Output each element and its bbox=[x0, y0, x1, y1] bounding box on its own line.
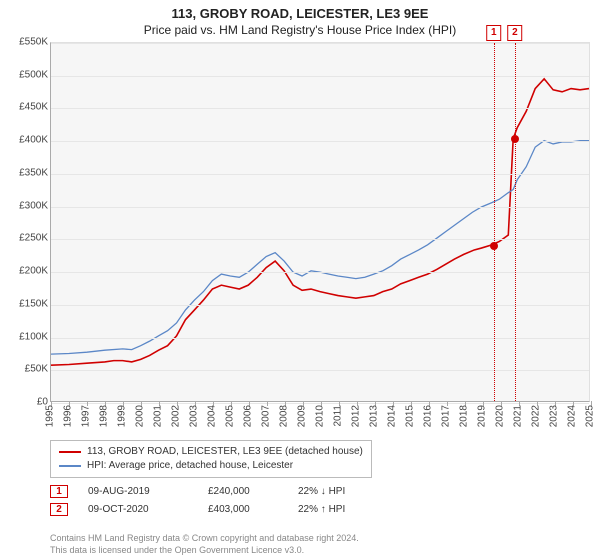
event-row-delta: 22% ↓ HPI bbox=[298, 486, 378, 497]
x-axis-label: 2004 bbox=[207, 405, 218, 427]
event-marker bbox=[511, 135, 519, 143]
event-row-price: £403,000 bbox=[208, 504, 298, 515]
y-axis-label: £50K bbox=[25, 364, 48, 375]
chart-footer: Contains HM Land Registry data © Crown c… bbox=[50, 532, 359, 556]
event-row-date: 09-AUG-2019 bbox=[88, 486, 208, 497]
event-row-date: 09-OCT-2020 bbox=[88, 504, 208, 515]
series-line-price bbox=[51, 79, 589, 365]
x-axis-label: 2000 bbox=[135, 405, 146, 427]
grid-line bbox=[51, 174, 589, 175]
x-axis-label: 2014 bbox=[387, 405, 398, 427]
legend-item: HPI: Average price, detached house, Leic… bbox=[59, 459, 363, 473]
x-axis-label: 2018 bbox=[459, 405, 470, 427]
x-axis-label: 2015 bbox=[405, 405, 416, 427]
grid-line bbox=[51, 76, 589, 77]
x-axis-label: 2020 bbox=[495, 405, 506, 427]
x-axis-label: 2019 bbox=[477, 405, 488, 427]
x-axis-label: 2003 bbox=[189, 405, 200, 427]
x-axis-label: 2024 bbox=[567, 405, 578, 427]
x-axis-label: 2013 bbox=[369, 405, 380, 427]
event-row-badge: 1 bbox=[50, 485, 68, 498]
y-axis-label: £200K bbox=[19, 266, 48, 277]
x-axis-label: 2016 bbox=[423, 405, 434, 427]
y-axis-label: £300K bbox=[19, 200, 48, 211]
x-axis-label: 2008 bbox=[279, 405, 290, 427]
x-axis-label: 2010 bbox=[315, 405, 326, 427]
x-axis-label: 1997 bbox=[81, 405, 92, 427]
y-axis-label: £150K bbox=[19, 298, 48, 309]
x-axis-label: 2012 bbox=[351, 405, 362, 427]
legend-item: 113, GROBY ROAD, LEICESTER, LE3 9EE (det… bbox=[59, 445, 363, 459]
events-table: 1 09-AUG-2019£240,00022% ↓ HPI 2 09-OCT-202… bbox=[50, 482, 378, 518]
footer-line-1: Contains HM Land Registry data © Crown c… bbox=[50, 532, 359, 544]
y-axis-label: £100K bbox=[19, 331, 48, 342]
event-badge: 1 bbox=[486, 25, 502, 41]
event-row: 1 09-AUG-2019£240,00022% ↓ HPI bbox=[50, 482, 378, 500]
chart-title: 113, GROBY ROAD, LEICESTER, LE3 9EE bbox=[0, 0, 600, 21]
x-axis-label: 2021 bbox=[513, 405, 524, 427]
grid-line bbox=[51, 403, 589, 404]
x-axis-label: 2006 bbox=[243, 405, 254, 427]
legend-label: 113, GROBY ROAD, LEICESTER, LE3 9EE (det… bbox=[87, 445, 363, 459]
y-axis-label: £500K bbox=[19, 69, 48, 80]
grid-line bbox=[51, 141, 589, 142]
x-axis-label: 2023 bbox=[549, 405, 560, 427]
chart-legend: 113, GROBY ROAD, LEICESTER, LE3 9EE (det… bbox=[50, 440, 372, 478]
event-row-delta: 22% ↑ HPI bbox=[298, 504, 378, 515]
chart-lines-svg bbox=[51, 43, 589, 401]
event-badge: 2 bbox=[507, 25, 523, 41]
footer-line-2: This data is licensed under the Open Gov… bbox=[50, 544, 359, 556]
x-axis-label: 2017 bbox=[441, 405, 452, 427]
x-axis-label: 2009 bbox=[297, 405, 308, 427]
y-axis-label: £550K bbox=[19, 37, 48, 48]
event-row-badge: 2 bbox=[50, 503, 68, 516]
x-axis-label: 2001 bbox=[153, 405, 164, 427]
grid-line bbox=[51, 305, 589, 306]
x-axis-label: 1996 bbox=[63, 405, 74, 427]
grid-line bbox=[51, 338, 589, 339]
x-axis-label: 2007 bbox=[261, 405, 272, 427]
x-axis-label: 2005 bbox=[225, 405, 236, 427]
grid-line bbox=[51, 239, 589, 240]
x-axis-label: 1999 bbox=[117, 405, 128, 427]
grid-line bbox=[51, 207, 589, 208]
y-axis-label: £350K bbox=[19, 167, 48, 178]
y-axis-label: £450K bbox=[19, 102, 48, 113]
grid-line bbox=[51, 272, 589, 273]
event-row-price: £240,000 bbox=[208, 486, 298, 497]
x-axis-label: 1998 bbox=[99, 405, 110, 427]
series-line-hpi bbox=[51, 141, 589, 355]
legend-label: HPI: Average price, detached house, Leic… bbox=[87, 459, 293, 473]
x-axis-label: 2022 bbox=[531, 405, 542, 427]
event-line bbox=[494, 43, 495, 401]
y-axis-label: £250K bbox=[19, 233, 48, 244]
y-axis-label: £400K bbox=[19, 135, 48, 146]
grid-line bbox=[51, 43, 589, 44]
x-axis-label: 1995 bbox=[45, 405, 56, 427]
event-row: 2 09-OCT-2020£403,00022% ↑ HPI bbox=[50, 500, 378, 518]
grid-line bbox=[51, 370, 589, 371]
x-axis-label: 2002 bbox=[171, 405, 182, 427]
grid-line bbox=[51, 108, 589, 109]
legend-swatch bbox=[59, 465, 81, 467]
event-line bbox=[515, 43, 516, 401]
event-marker bbox=[490, 242, 498, 250]
x-axis-label: 2011 bbox=[333, 405, 344, 427]
legend-swatch bbox=[59, 451, 81, 453]
x-axis-label: 2025 bbox=[585, 405, 596, 427]
chart-plot-area: 12 bbox=[50, 42, 590, 402]
